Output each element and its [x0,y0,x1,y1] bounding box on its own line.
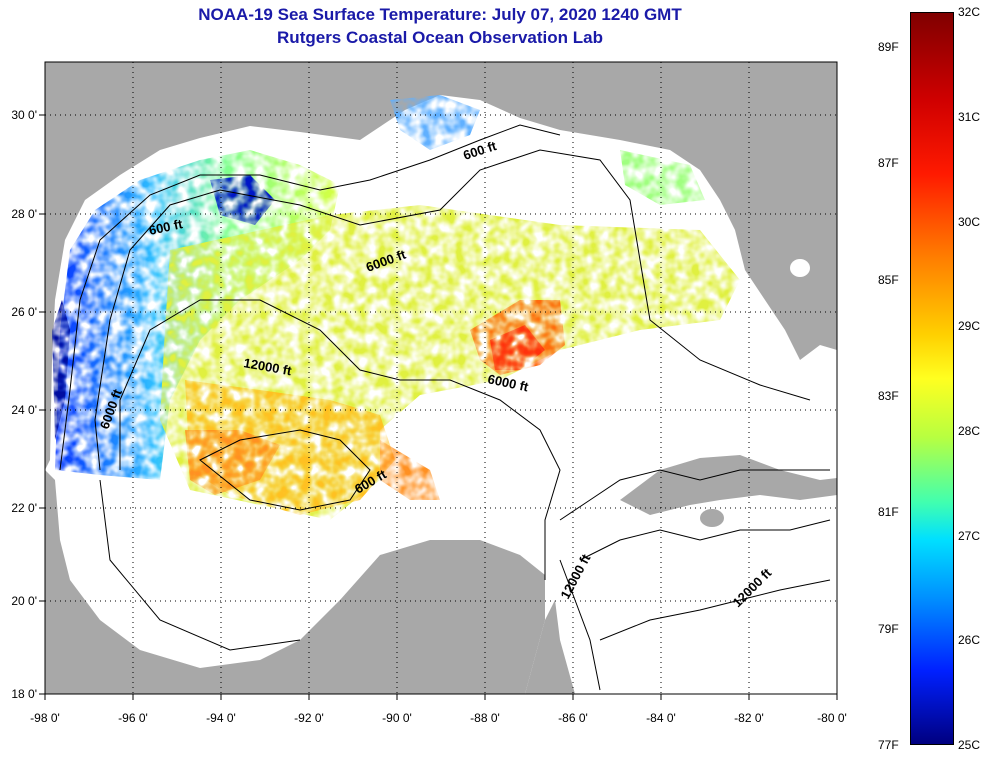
temperature-colorbar [910,12,954,745]
contour-label: 600 ft [148,216,185,238]
celsius-label: 27C [958,529,981,543]
lat-label: 28 0' [11,207,37,221]
lon-label: -92 0' [294,711,324,725]
lon-label: -96 0' [118,711,148,725]
land-central-america [525,600,575,694]
land-us-coast [45,62,837,470]
lat-label: 24 0' [11,403,37,417]
bathymetry-contours [59,124,831,691]
fahrenheit-label: 87F [878,156,899,170]
lat-label: 18 0' [11,687,37,701]
celsius-label: 28C [958,424,981,438]
lat-label: 20 0' [11,594,37,608]
land-mexico [45,470,545,694]
lon-label: -80 0' [817,711,847,725]
lake-okeechobee [790,259,810,277]
map-title: NOAA-19 Sea Surface Temperature: July 07… [198,5,682,24]
celsius-label: 25C [958,738,981,752]
lat-label: 30 0' [11,108,37,122]
fahrenheit-label: 83F [878,389,899,403]
lon-label: -82 0' [734,711,764,725]
lon-label: -94 0' [206,711,236,725]
celsius-label: 31C [958,110,981,124]
lon-label: -84 0' [646,711,676,725]
sst-data-field [52,95,740,520]
lat-label: 26 0' [11,305,37,319]
lon-label: -86 0' [558,711,588,725]
graticule [45,62,837,694]
lon-label: -90 0' [382,711,412,725]
longitude-labels: -98 0' -96 0' -94 0' -92 0' -90 0' -88 0… [30,711,847,725]
fahrenheit-label: 81F [878,505,899,519]
celsius-label: 29C [958,319,981,333]
land-isle-of-youth [700,509,724,527]
fahrenheit-label: 89F [878,40,899,54]
latitude-labels: 30 0' 28 0' 26 0' 24 0' 22 0' 20 0' 18 0… [11,108,37,701]
fahrenheit-label: 85F [878,273,899,287]
map-subtitle: Rutgers Coastal Ocean Observation Lab [277,28,603,47]
lon-label: -88 0' [470,711,500,725]
lon-label: -98 0' [30,711,60,725]
map-border [44,61,838,695]
axis-ticks [39,114,838,700]
fahrenheit-label: 77F [878,738,899,752]
land-cuba [620,455,837,515]
lat-label: 22 0' [11,501,37,515]
fahrenheit-label: 79F [878,622,899,636]
celsius-label: 26C [958,633,981,647]
celsius-label: 32C [958,5,981,19]
celsius-label: 30C [958,215,981,229]
